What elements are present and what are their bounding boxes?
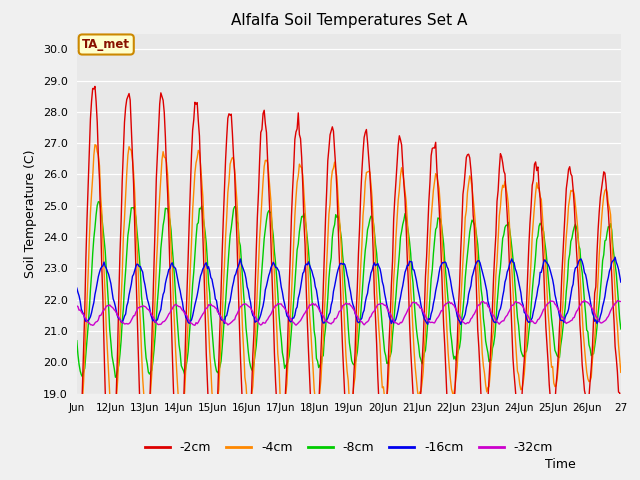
Legend: -2cm, -4cm, -8cm, -16cm, -32cm: -2cm, -4cm, -8cm, -16cm, -32cm — [140, 436, 558, 459]
Y-axis label: Soil Temperature (C): Soil Temperature (C) — [24, 149, 37, 278]
Text: TA_met: TA_met — [82, 38, 131, 51]
Title: Alfalfa Soil Temperatures Set A: Alfalfa Soil Temperatures Set A — [230, 13, 467, 28]
Text: Time: Time — [545, 458, 576, 471]
